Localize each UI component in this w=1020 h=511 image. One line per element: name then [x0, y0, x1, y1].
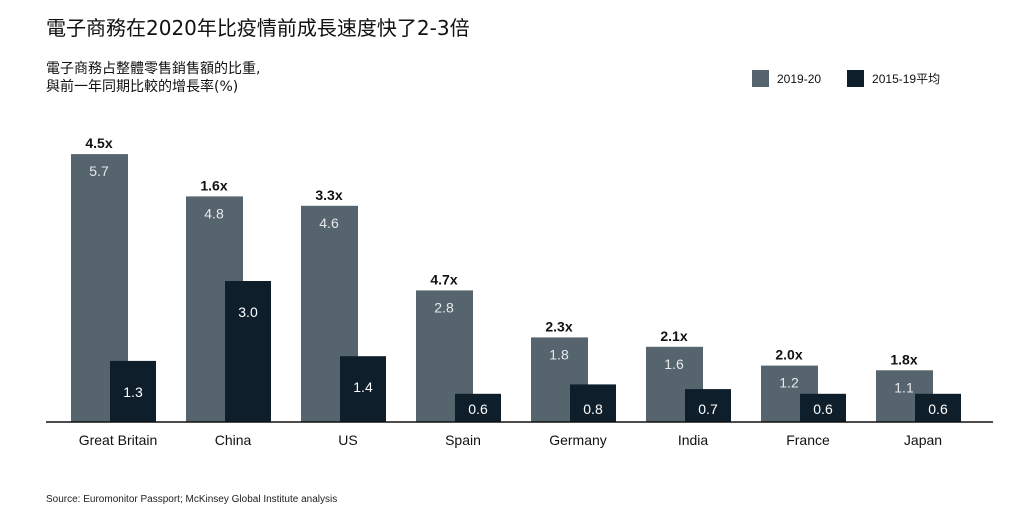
- category-label-france: France: [786, 432, 830, 448]
- value-label-2019-20-spain: 2.8: [434, 299, 454, 315]
- multiplier-label-great-britain: 4.5x: [85, 135, 112, 151]
- legend-item-2015-19: 2015-19平均: [847, 70, 940, 87]
- multiplier-label-spain: 4.7x: [430, 271, 457, 287]
- bar-2015-19-japan: [915, 393, 961, 422]
- value-label-2015-19-japan: 0.6: [928, 401, 948, 417]
- multiplier-label-germany: 2.3x: [545, 318, 572, 334]
- bar-2015-19-spain: [455, 393, 501, 422]
- multiplier-label-india: 2.1x: [660, 328, 687, 344]
- bar-2015-19-france: [800, 393, 846, 422]
- category-label-spain: Spain: [445, 432, 481, 448]
- legend-item-2019-20: 2019-20: [752, 70, 821, 87]
- value-label-2019-20-great-britain: 5.7: [89, 163, 109, 179]
- legend-swatch-2015-19: [847, 70, 865, 87]
- chart-title: 電子商務在2020年比疫情前成長速度快了2-3倍: [46, 16, 470, 40]
- multiplier-label-china: 1.6x: [200, 177, 227, 193]
- value-label-2015-19-germany: 0.8: [583, 401, 603, 417]
- bar-2015-19-china: [225, 281, 271, 422]
- category-label-japan: Japan: [904, 432, 942, 448]
- category-label-china: China: [215, 432, 252, 448]
- value-label-2015-19-india: 0.7: [698, 401, 718, 417]
- value-label-2019-20-france: 1.2: [779, 375, 799, 391]
- legend-label-2015-19: 2015-19平均: [872, 72, 941, 86]
- value-label-2015-19-great-britain: 1.3: [123, 384, 143, 400]
- legend: 2019-20 2015-19平均: [752, 70, 966, 87]
- legend-label-2019-20: 2019-20: [777, 71, 822, 86]
- category-label-india: India: [678, 432, 709, 448]
- category-label-germany: Germany: [549, 432, 607, 448]
- value-label-2019-20-india: 1.6: [664, 356, 684, 372]
- bar-2015-19-germany: [570, 384, 616, 422]
- legend-swatch-2019-20: [752, 70, 769, 87]
- multiplier-label-japan: 1.8x: [890, 351, 917, 367]
- value-label-2015-19-us: 1.4: [353, 379, 373, 395]
- bar-2015-19-india: [685, 389, 731, 422]
- value-label-2015-19-spain: 0.6: [468, 401, 488, 417]
- value-label-2019-20-us: 4.6: [319, 215, 339, 231]
- source-note: Source: Euromonitor Passport; McKinsey G…: [46, 494, 338, 505]
- value-label-2019-20-china: 4.8: [204, 205, 224, 221]
- category-label-us: US: [338, 432, 357, 448]
- bar-2015-19-us: [340, 356, 386, 422]
- value-label-2015-19-china: 3.0: [238, 304, 258, 320]
- value-label-2015-19-france: 0.6: [813, 401, 833, 417]
- value-label-2019-20-japan: 1.1: [894, 379, 914, 395]
- value-label-2019-20-germany: 1.8: [549, 346, 569, 362]
- bar-2015-19-great-britain: [110, 360, 156, 422]
- multiplier-label-us: 3.3x: [315, 187, 342, 203]
- multiplier-label-france: 2.0x: [775, 347, 802, 363]
- category-label-great-britain: Great Britain: [79, 432, 158, 448]
- chart-subtitle: 電子商務占整體零售銷售額的比重, 與前一年同期比較的增長率(%): [46, 61, 261, 95]
